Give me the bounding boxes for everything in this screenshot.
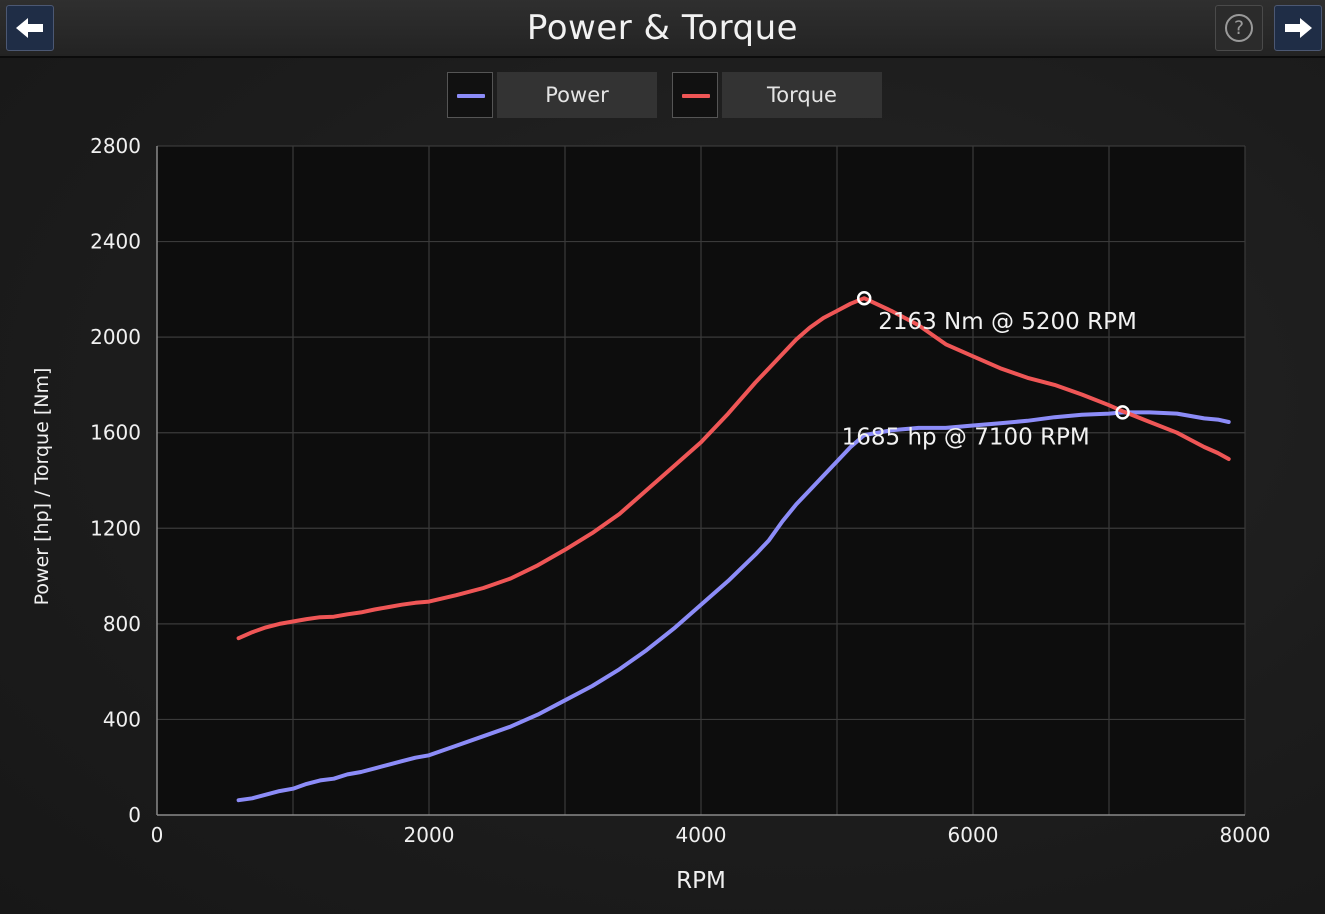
legend-line-torque bbox=[682, 94, 710, 98]
x-tick-label: 0 bbox=[151, 823, 164, 847]
y-tick-label: 400 bbox=[103, 707, 141, 731]
peak-label-power: 1685 hp @ 7100 RPM bbox=[842, 424, 1090, 450]
page-title: Power & Torque bbox=[526, 8, 799, 48]
series-lines bbox=[236, 296, 1231, 803]
annotation-markers: 2163 Nm @ 5200 RPM 1685 hp @ 7100 RPM bbox=[842, 290, 1137, 450]
header-bar: Power & Torque ? bbox=[0, 0, 1325, 58]
arrow-left-icon bbox=[16, 18, 43, 38]
legend-item-power[interactable]: Power bbox=[447, 72, 657, 118]
peak-marker-torque bbox=[856, 290, 872, 306]
series-line-power bbox=[236, 410, 1231, 803]
x-tick-label: 6000 bbox=[948, 823, 999, 847]
y-tick-label: 2400 bbox=[90, 230, 141, 254]
legend-swatch-torque[interactable] bbox=[672, 72, 718, 118]
y-tick-label: 2000 bbox=[90, 325, 141, 349]
arrow-right-icon bbox=[1285, 18, 1312, 38]
x-tick-label: 8000 bbox=[1220, 823, 1271, 847]
question-mark-icon: ? bbox=[1225, 14, 1253, 42]
axes: 0 400 800 1200 1600 2000 2400 2800 0 2000 4000 6000… bbox=[90, 134, 1270, 847]
x-tick-label: 2000 bbox=[404, 823, 455, 847]
y-tick-label: 1200 bbox=[90, 516, 141, 540]
legend-label-power[interactable]: Power bbox=[497, 72, 657, 118]
series-line-torque bbox=[236, 296, 1231, 641]
grid-lines bbox=[157, 145, 1246, 815]
legend-item-torque[interactable]: Torque bbox=[672, 72, 882, 118]
peak-marker-power bbox=[1115, 405, 1130, 420]
peak-label-torque: 2163 Nm @ 5200 RPM bbox=[878, 309, 1137, 335]
legend-swatch-power[interactable] bbox=[447, 72, 493, 118]
y-tick-label: 2800 bbox=[90, 134, 141, 158]
forward-button[interactable] bbox=[1274, 5, 1322, 51]
y-tick-label: 800 bbox=[103, 612, 141, 636]
legend-line-power bbox=[457, 94, 485, 98]
x-tick-label: 4000 bbox=[676, 823, 727, 847]
back-button[interactable] bbox=[6, 5, 54, 51]
x-axis-label: RPM bbox=[676, 868, 726, 894]
y-tick-label: 1600 bbox=[90, 421, 141, 445]
legend-label-torque[interactable]: Torque bbox=[722, 72, 882, 118]
y-tick-label: 0 bbox=[128, 803, 141, 827]
y-axis-label: Power [hp] / Torque [Nm] bbox=[31, 368, 53, 606]
help-button[interactable]: ? bbox=[1215, 5, 1263, 51]
